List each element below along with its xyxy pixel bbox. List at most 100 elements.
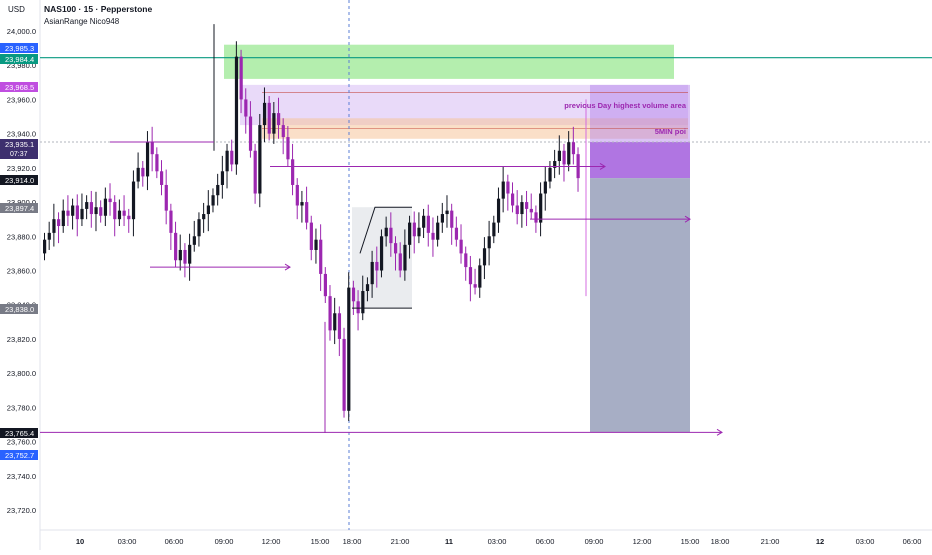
candle-body [141,167,145,177]
y-tick-label: 24,000.0 [7,27,36,36]
tag-low-bg [0,304,38,314]
candle-body [492,222,496,237]
candle-body [253,150,257,194]
candle-body [192,236,196,245]
candle-body [459,239,463,254]
x-tick-label: 15:00 [311,537,330,546]
tag-grey: 23,897.4 [5,204,34,213]
candles-layer [43,24,580,434]
candle-body [356,301,360,314]
currency-label: USD [8,5,25,14]
tag-black: 23,914.0 [5,176,34,185]
candle-body [567,142,571,165]
candle-body [216,184,220,196]
green-zone [224,44,674,79]
x-tick-label: 06:00 [165,537,184,546]
candle-body [557,150,561,162]
candle-body [426,215,430,233]
candle-body [127,215,131,220]
y-tick-label: 23,780.0 [7,403,36,412]
x-tick-label: 12:00 [262,537,281,546]
tag-current: 23,935.1 [5,140,34,149]
candle-body [473,284,477,288]
candle-body [506,181,510,194]
x-tick-label: 18:00 [711,537,730,546]
y-tick-label: 23,980.0 [7,61,36,70]
candle-body [417,227,421,237]
candle-body [220,171,225,185]
candle-body [258,125,262,194]
tag-green-line-bg [0,43,38,53]
volume-area-label: previous Day highest volume area [564,101,687,110]
tag-green-line-2-bg [0,54,38,64]
candle-body [286,137,290,160]
x-tick-label: 06:00 [903,537,922,546]
y-tick-label: 23,880.0 [7,232,36,241]
y-tick-label: 23,960.0 [7,95,36,104]
tag-low: 23,838.0 [5,305,34,314]
candle-body [323,273,327,297]
candle-body [384,227,388,237]
candle-body [174,232,178,261]
candle-body [319,239,323,274]
candle-body [543,181,547,194]
candle-body [244,99,248,117]
candle-body [122,210,126,216]
candle-body [160,171,164,185]
y-tick-label: 23,760.0 [7,438,36,447]
candle-body [234,56,239,165]
candle-body [113,202,117,220]
tag-blue: 23,752.7 [5,451,34,460]
x-tick-label: 03:00 [856,537,875,546]
candle-body [225,150,229,172]
candle-body [295,184,299,206]
candle-body [534,212,538,223]
poi-label: 5MIN poi [655,127,686,136]
x-tick-label: 10 [76,537,84,546]
candle-body [47,232,51,240]
candle-body [562,150,566,165]
candle-body [403,244,407,271]
chart-title[interactable]: NAS100 · 15 · Pepperstone [44,4,152,14]
candle-body [136,167,140,182]
candle-body [43,239,47,254]
candle-body [89,202,93,215]
candle-body [478,265,482,288]
candle-body [239,56,243,100]
ray-right-arrow [684,215,691,223]
candle-body [389,227,393,244]
candle-body [539,193,543,223]
price-tags: 23,985.3 23,984.4 23,968.5 23,935.1 07:37 23,… [0,43,38,460]
candle-body [188,244,192,264]
candle-body [99,207,103,216]
candle-body [300,202,304,206]
tag-grey-bg [0,203,38,213]
y-tick-label: 23,800.0 [7,369,36,378]
candle-body [291,159,295,185]
candle-body [370,261,374,285]
candle-body [351,287,356,302]
candle-body [445,210,449,215]
ray-low-arrow [284,263,291,271]
candle-body [169,210,173,233]
candle-body [337,313,342,339]
candle-body [183,249,187,264]
candle-body [103,198,108,216]
candle-body [230,150,234,165]
candle-body [150,142,154,155]
overlay-layer [40,141,723,436]
candle-body [365,284,370,292]
x-tick-label: 21:00 [391,537,410,546]
tag-green-line-2: 23,984.4 [5,55,34,64]
indicator-label[interactable]: AsianRange Nico948 [44,17,120,26]
candle-body [117,210,122,220]
candle-body [108,198,112,203]
x-tick-label: 21:00 [761,537,780,546]
candle-body [248,116,253,151]
ray-mid-arrow [599,163,606,170]
candle-body [155,154,159,172]
candle-body [272,113,276,134]
candle-body [487,236,491,249]
candle-body [450,210,454,228]
